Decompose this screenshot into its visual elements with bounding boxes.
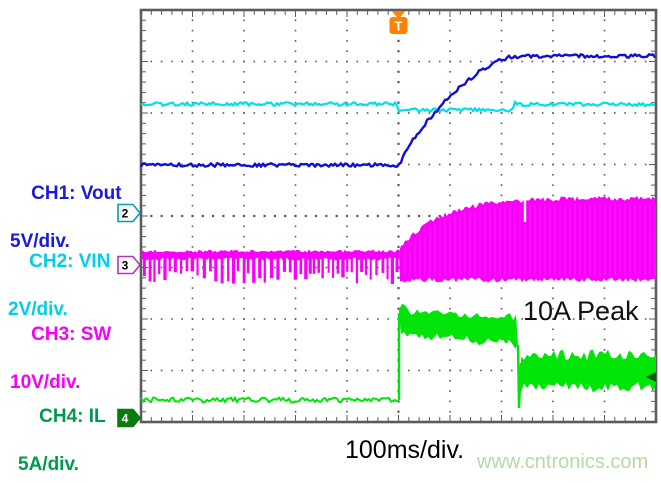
ch1-scale: 5V/div. xyxy=(10,231,70,252)
trigger-marker: T xyxy=(389,11,408,34)
ch3-name: CH3: SW xyxy=(31,324,112,345)
trigger-t-icon xyxy=(389,17,408,34)
channel-marker-3 xyxy=(117,255,142,275)
channel-label-ch3: CH3: SW 10V/div. xyxy=(10,299,111,443)
ch1-name: CH1: Vout xyxy=(31,183,122,204)
waveform-ch4-il xyxy=(140,303,656,409)
waveform-ch2-vin xyxy=(140,100,656,113)
svg-text:3: 3 xyxy=(122,259,129,273)
channel-label-ch4: CH4: IL 5A/div. xyxy=(18,381,106,483)
channel-label-ch2: CH2: VIN 2V/div. xyxy=(8,226,110,370)
ch2-scale: 2V/div. xyxy=(8,299,68,320)
annotation-10a-peak: 10A Peak xyxy=(523,296,639,326)
svg-text:2: 2 xyxy=(122,207,129,221)
ch3-scale: 10V/div. xyxy=(10,372,81,393)
channel-marker-2 xyxy=(117,203,142,223)
channel-markers: 2 3 4 xyxy=(117,203,142,428)
watermark-text: www.cntronics.com xyxy=(477,451,649,473)
ch2-name: CH2: VIN xyxy=(29,251,111,272)
channel-marker-4 xyxy=(117,408,142,428)
trigger-arrow-icon xyxy=(391,11,406,19)
ch4-right-arrow-icon xyxy=(646,372,656,382)
ch4-scale: 5A/div. xyxy=(18,454,79,475)
scope-graticule xyxy=(139,8,658,424)
ch4-name: CH4: IL xyxy=(39,406,106,427)
svg-text:4: 4 xyxy=(122,412,129,426)
timebase-label: 100ms/div. xyxy=(345,436,465,464)
waveform-ch1-vout xyxy=(139,53,656,168)
channel-label-ch1: CH1: Vout 5V/div. xyxy=(10,158,122,302)
waveform-ch3-sw xyxy=(141,195,656,284)
svg-text:T: T xyxy=(395,19,403,34)
